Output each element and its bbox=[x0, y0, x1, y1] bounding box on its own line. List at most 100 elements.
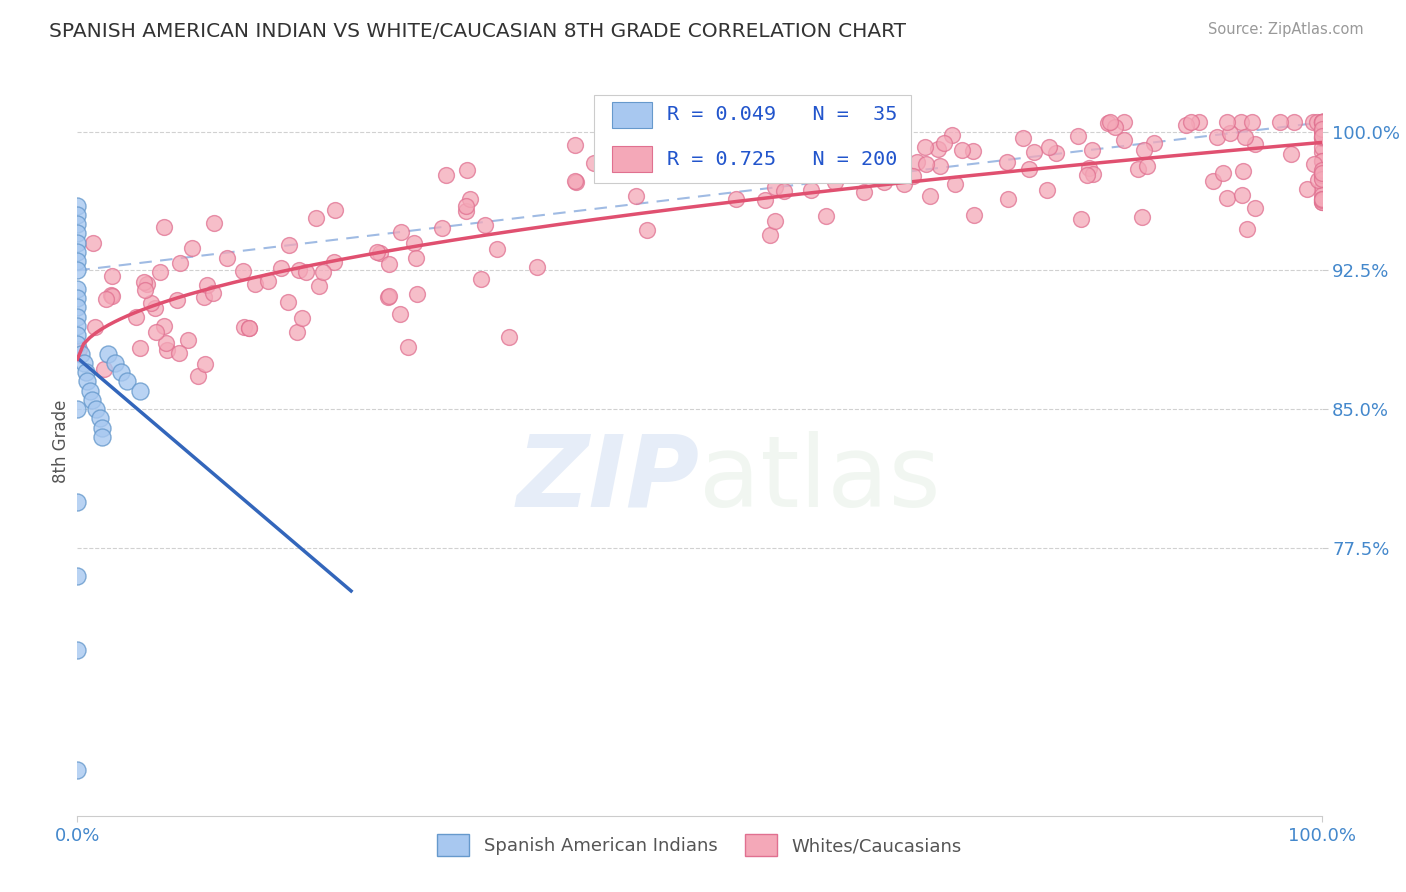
Y-axis label: 8th Grade: 8th Grade bbox=[52, 400, 70, 483]
Point bbox=[201, 286, 224, 301]
Point bbox=[929, 159, 952, 173]
Point bbox=[1310, 115, 1333, 129]
Point bbox=[1212, 166, 1234, 180]
Point bbox=[1081, 167, 1104, 181]
Point bbox=[498, 330, 520, 344]
Point bbox=[66, 494, 89, 508]
Point bbox=[389, 225, 412, 239]
Point bbox=[110, 365, 132, 379]
Point bbox=[943, 178, 966, 192]
Point bbox=[454, 203, 477, 218]
Point bbox=[153, 318, 176, 333]
Point bbox=[824, 175, 846, 189]
Point bbox=[1310, 115, 1333, 129]
Point bbox=[1310, 115, 1333, 129]
Point bbox=[76, 375, 98, 389]
Point bbox=[1310, 172, 1333, 186]
Point bbox=[800, 184, 823, 198]
Point bbox=[941, 128, 963, 142]
Point bbox=[1175, 118, 1198, 132]
Point bbox=[66, 642, 89, 657]
Point bbox=[66, 402, 89, 417]
Point bbox=[176, 333, 198, 347]
Point bbox=[82, 236, 104, 251]
FancyBboxPatch shape bbox=[613, 102, 652, 128]
Point bbox=[934, 136, 956, 150]
Point bbox=[1232, 164, 1254, 178]
Point bbox=[1070, 211, 1092, 226]
Point bbox=[193, 290, 215, 304]
Point bbox=[1022, 145, 1045, 159]
Point bbox=[66, 254, 89, 268]
Point bbox=[1279, 146, 1302, 161]
Point bbox=[66, 199, 89, 213]
Point bbox=[66, 227, 89, 241]
Point bbox=[1310, 115, 1333, 129]
Text: Source: ZipAtlas.com: Source: ZipAtlas.com bbox=[1208, 22, 1364, 37]
Point bbox=[1310, 131, 1333, 145]
FancyBboxPatch shape bbox=[613, 146, 652, 172]
Point bbox=[305, 211, 328, 225]
Point bbox=[136, 277, 159, 292]
Point bbox=[815, 209, 838, 223]
Point bbox=[1180, 115, 1202, 129]
Point bbox=[886, 115, 908, 129]
Point bbox=[97, 346, 120, 360]
Point bbox=[66, 282, 89, 296]
Point bbox=[914, 140, 936, 154]
Point bbox=[194, 357, 217, 371]
Point bbox=[66, 291, 89, 305]
Point bbox=[66, 310, 89, 324]
Point bbox=[1066, 128, 1088, 143]
Point bbox=[1205, 129, 1227, 144]
Point bbox=[1310, 169, 1333, 183]
Point bbox=[1310, 124, 1333, 138]
Point bbox=[1310, 140, 1333, 154]
Point bbox=[66, 318, 89, 333]
Point bbox=[1310, 115, 1333, 129]
Point bbox=[72, 356, 94, 370]
Point bbox=[1306, 115, 1329, 129]
Point bbox=[474, 218, 496, 232]
Point bbox=[485, 243, 508, 257]
Point bbox=[166, 293, 188, 308]
Point bbox=[526, 260, 548, 275]
Point bbox=[82, 392, 104, 407]
Point bbox=[456, 162, 478, 177]
Point bbox=[1310, 163, 1333, 178]
Point bbox=[187, 368, 209, 383]
Point bbox=[145, 325, 167, 339]
Point bbox=[1036, 183, 1059, 197]
Point bbox=[1310, 130, 1333, 145]
Point bbox=[323, 202, 346, 217]
Point bbox=[1038, 140, 1060, 154]
Point bbox=[1310, 195, 1333, 210]
Point bbox=[377, 290, 399, 304]
Point bbox=[84, 402, 107, 417]
Point bbox=[388, 307, 411, 321]
Point bbox=[1135, 159, 1157, 173]
Point bbox=[66, 568, 89, 582]
Point bbox=[1098, 115, 1121, 129]
Point bbox=[312, 265, 335, 279]
Point bbox=[1216, 191, 1239, 205]
Point bbox=[1310, 115, 1333, 129]
Point bbox=[291, 311, 314, 326]
Point bbox=[1310, 166, 1333, 180]
Point bbox=[1310, 153, 1333, 168]
Point bbox=[1080, 144, 1102, 158]
Point bbox=[858, 164, 880, 178]
Point bbox=[1078, 161, 1101, 175]
Point bbox=[93, 361, 115, 376]
Point bbox=[1216, 115, 1239, 129]
Point bbox=[1126, 161, 1149, 176]
Point bbox=[79, 384, 101, 398]
Point bbox=[434, 168, 457, 182]
Point bbox=[124, 310, 146, 324]
Point bbox=[1310, 166, 1333, 180]
Point bbox=[67, 343, 90, 357]
Point bbox=[824, 118, 846, 132]
Point bbox=[66, 244, 89, 259]
Text: SPANISH AMERICAN INDIAN VS WHITE/CAUCASIAN 8TH GRADE CORRELATION CHART: SPANISH AMERICAN INDIAN VS WHITE/CAUCASI… bbox=[49, 22, 907, 41]
Point bbox=[134, 275, 156, 289]
